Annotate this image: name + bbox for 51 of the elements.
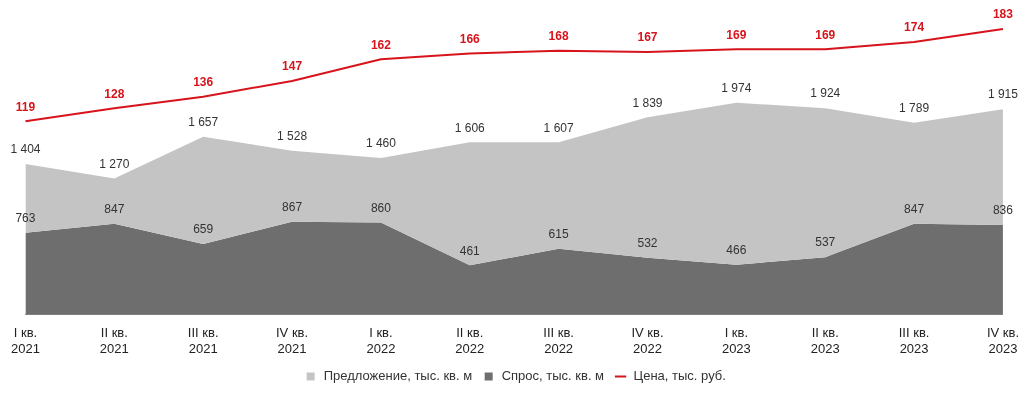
data-label: 1 974 <box>721 81 752 96</box>
data-label: 167 <box>637 30 658 45</box>
legend-label: Спрос, тыс. кв. м <box>501 368 605 384</box>
data-label: 1 460 <box>365 136 397 151</box>
data-label: 128 <box>104 86 125 101</box>
data-label: 1 270 <box>99 156 130 171</box>
data-label: 1 607 <box>543 120 574 135</box>
data-label: 162 <box>370 37 392 52</box>
data-label: 168 <box>548 28 569 43</box>
data-label: 169 <box>815 27 836 42</box>
data-label: 147 <box>282 59 303 74</box>
data-label: 1 404 <box>10 142 41 157</box>
data-label: 466 <box>726 243 747 258</box>
data-label: 860 <box>370 200 392 215</box>
x-tick-label: II кв. 2023 <box>810 325 840 356</box>
x-tick-label: II кв. 2022 <box>455 325 485 356</box>
data-label: 169 <box>726 27 747 42</box>
x-tick-label: II кв. 2021 <box>99 325 129 356</box>
data-label: 1 924 <box>810 86 841 101</box>
legend-label: Предложение, тыс. кв. м <box>323 368 473 384</box>
data-label: 1 839 <box>632 95 663 110</box>
data-label: 1 789 <box>899 100 930 115</box>
x-tick-label: III кв. 2021 <box>187 325 219 356</box>
data-label: 136 <box>193 75 214 90</box>
data-label: 836 <box>992 203 1014 218</box>
data-label: 1 528 <box>277 129 308 144</box>
data-label: 1 657 <box>188 115 219 130</box>
x-tick-label: III кв. 2023 <box>898 325 930 356</box>
data-label: 659 <box>193 222 214 237</box>
data-label: 615 <box>548 227 569 242</box>
data-label: 461 <box>459 243 481 258</box>
data-label: 537 <box>815 235 836 250</box>
data-label: 119 <box>15 99 36 114</box>
data-label: 867 <box>282 200 303 214</box>
data-label: 763 <box>15 211 36 226</box>
x-tick-label: IV кв. 2023 <box>986 325 1019 356</box>
x-tick-label: III кв. 2022 <box>543 325 574 356</box>
x-tick-label: I кв. 2021 <box>11 325 40 356</box>
legend-label: Цена, тыс. руб. <box>633 368 726 384</box>
data-label: 847 <box>104 202 125 217</box>
x-tick-label: IV кв. 2022 <box>631 325 664 356</box>
x-tick-label: I кв. 2022 <box>366 325 396 356</box>
data-label: 1 606 <box>454 120 486 135</box>
data-label: 174 <box>904 20 925 35</box>
data-label: 847 <box>904 202 925 217</box>
x-tick-label: IV кв. 2021 <box>275 325 309 356</box>
data-label: 183 <box>992 7 1014 22</box>
data-label: 1 915 <box>987 87 1019 102</box>
data-label: 532 <box>637 235 658 250</box>
x-tick-label: I кв. 2023 <box>721 325 751 356</box>
data-label: 166 <box>459 31 481 46</box>
